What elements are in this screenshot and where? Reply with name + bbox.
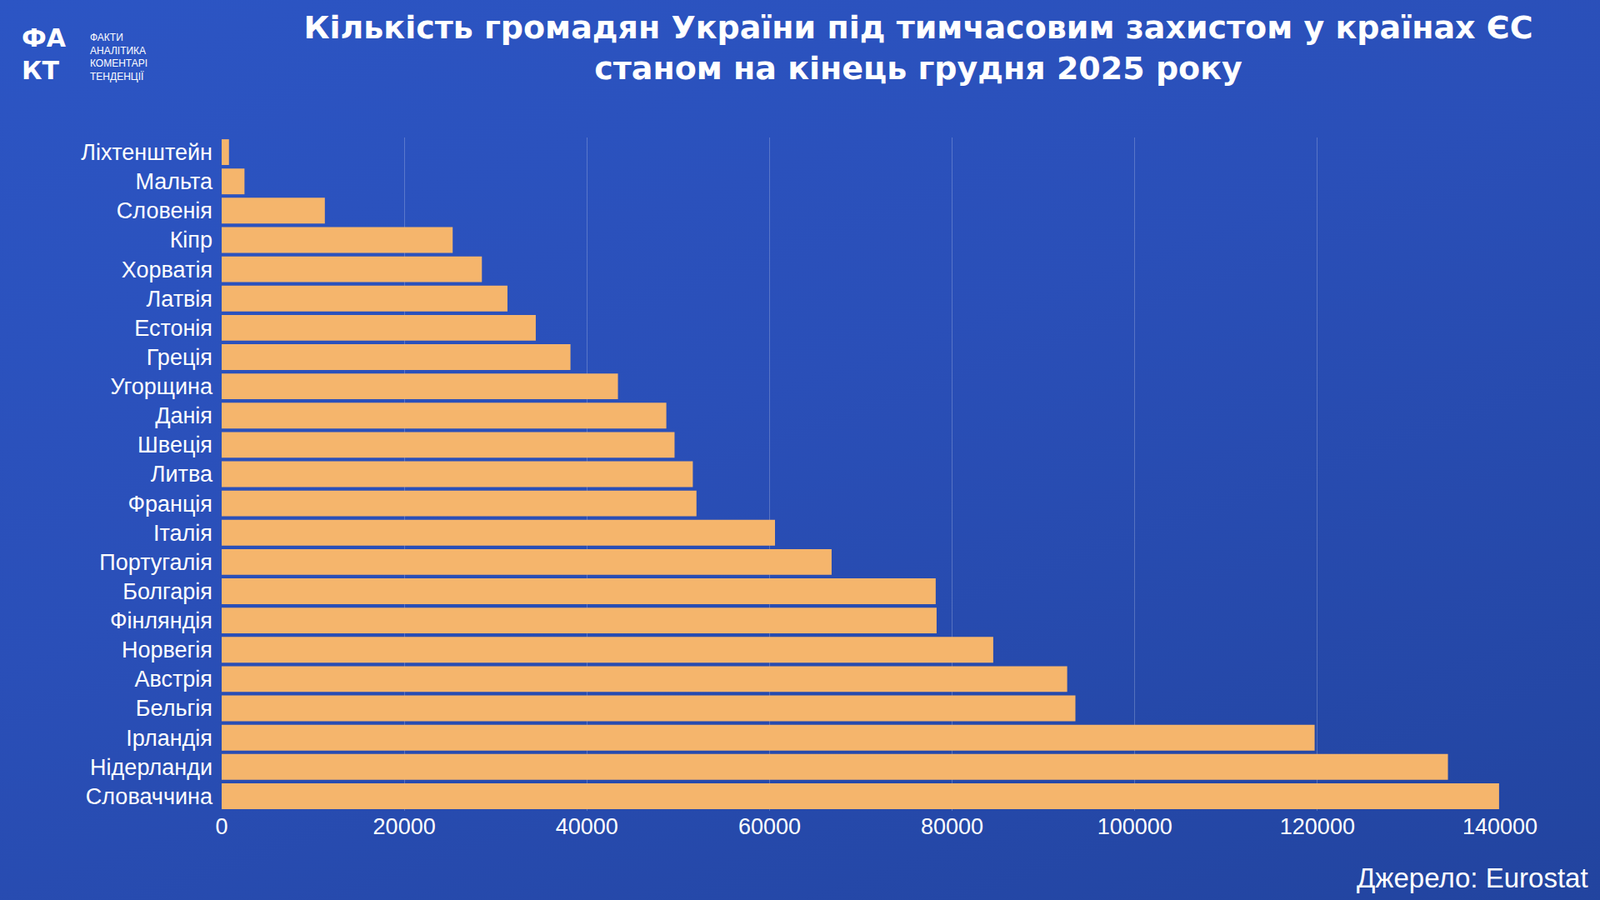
svg-text:Франція: Франція	[127, 491, 213, 517]
svg-text:60000: 60000	[738, 814, 801, 840]
svg-text:Португалія: Португалія	[99, 550, 213, 575]
svg-text:Словаччина: Словаччина	[85, 784, 214, 810]
svg-text:120000: 120000	[1280, 814, 1355, 840]
svg-text:Мальта: Мальта	[135, 169, 214, 195]
svg-text:Італія: Італія	[153, 520, 213, 546]
svg-text:Фінляндія: Фінляндія	[110, 608, 213, 634]
svg-text:Латвія: Латвія	[146, 286, 213, 312]
svg-text:Литва: Литва	[150, 461, 214, 487]
svg-text:20000: 20000	[373, 814, 436, 840]
svg-text:80000: 80000	[920, 814, 984, 840]
svg-text:Ірландія: Ірландія	[125, 725, 213, 751]
svg-text:Кіпр: Кіпр	[170, 227, 213, 253]
svg-text:Джерело: Eurostat: Джерело: Eurostat	[1356, 862, 1589, 894]
svg-text:Данія: Данія	[155, 403, 213, 429]
svg-text:ФАКТ: ФАКТ	[21, 23, 67, 85]
svg-text:Ліхтенштейн: Ліхтенштейн	[80, 140, 213, 165]
svg-text:Норвегія: Норвегія	[121, 637, 213, 663]
svg-text:Австрія: Австрія	[134, 666, 213, 692]
svg-text:ФАКТИАНАЛІТИКАКОМЕНТАРІТЕНДЕНЦ: ФАКТИАНАЛІТИКАКОМЕНТАРІТЕНДЕНЦІЇ	[90, 31, 148, 83]
svg-text:Бельгія: Бельгія	[135, 695, 213, 721]
svg-text:0: 0	[215, 814, 228, 840]
svg-text:100000: 100000	[1097, 814, 1173, 840]
svg-text:Угорщина: Угорщина	[110, 374, 214, 400]
svg-text:140000: 140000	[1462, 814, 1538, 840]
svg-text:Греція: Греція	[146, 345, 213, 370]
svg-text:Кількість громадян України під: Кількість громадян України під тимчасови…	[303, 9, 1533, 87]
svg-text:Хорватія: Хорватія	[121, 257, 213, 283]
svg-text:Словенія: Словенія	[116, 198, 213, 224]
svg-text:Естонія: Естонія	[134, 315, 213, 341]
svg-text:Болгарія: Болгарія	[122, 579, 213, 605]
svg-text:Швеція: Швеція	[137, 432, 213, 458]
svg-text:40000: 40000	[555, 814, 619, 840]
svg-text:Нідерланди: Нідерланди	[90, 755, 213, 780]
